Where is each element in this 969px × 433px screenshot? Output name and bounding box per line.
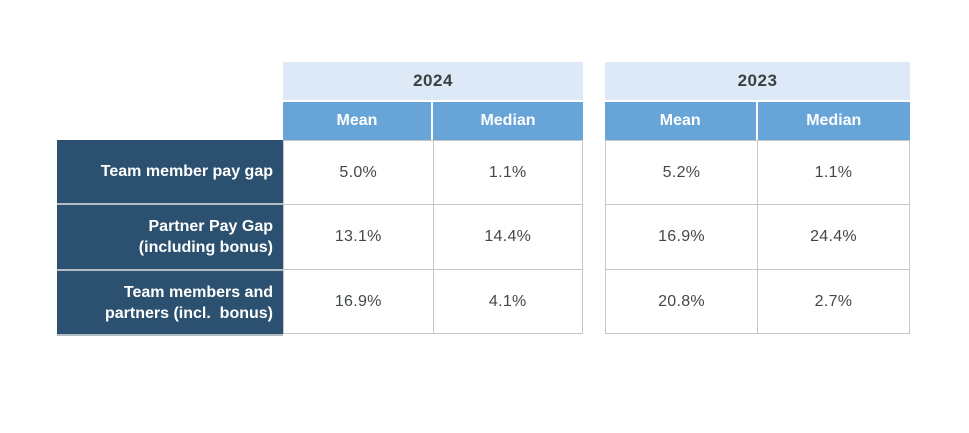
cell-2023-mean-row3: 20.8%: [606, 270, 757, 333]
cell-2023-median-row3: 2.7%: [758, 270, 909, 333]
cell-2023-median-row2: 24.4%: [758, 205, 909, 269]
year-header-2024: 2024: [283, 62, 583, 100]
cell-2024-mean-row1: 5.0%: [284, 141, 433, 204]
cell-2024-median-row2: 14.4%: [433, 205, 582, 269]
year-header-2023: 2023: [605, 62, 910, 100]
value-grid-2024: 5.0% 1.1% 13.1% 14.4% 16.9% 4.1%: [283, 140, 583, 334]
column-header-mean-2024: Mean: [283, 102, 433, 140]
cell-2024-median-row3: 4.1%: [433, 270, 582, 333]
column-header-median-2024: Median: [433, 102, 583, 140]
cell-2024-mean-row2: 13.1%: [284, 205, 433, 269]
subheader-row-2024: Mean Median: [283, 102, 583, 140]
subheader-row-2023: Mean Median: [605, 102, 910, 140]
row-label-team-members-and-partners: Team members and partners (incl. bonus): [57, 271, 283, 336]
cell-2024-mean-row3: 16.9%: [284, 270, 433, 333]
row-label-team-member-pay-gap: Team member pay gap: [57, 140, 283, 205]
column-header-mean-2023: Mean: [605, 102, 758, 140]
row-label-partner-pay-gap: Partner Pay Gap (including bonus): [57, 205, 283, 271]
cell-2024-median-row1: 1.1%: [433, 141, 582, 204]
table-block-2024: 2024 Mean Median 5.0% 1.1% 13.1% 14.4% 1…: [283, 62, 583, 334]
cell-2023-median-row1: 1.1%: [758, 141, 909, 204]
cell-2023-mean-row2: 16.9%: [606, 205, 757, 269]
column-header-median-2023: Median: [757, 102, 910, 140]
row-labels-column: Team member pay gap Partner Pay Gap (inc…: [57, 140, 283, 336]
cell-2023-mean-row1: 5.2%: [606, 141, 757, 204]
value-grid-2023: 5.2% 1.1% 16.9% 24.4% 20.8% 2.7%: [605, 140, 910, 334]
table-block-2023: 2023 Mean Median 5.2% 1.1% 16.9% 24.4% 2…: [605, 62, 910, 334]
